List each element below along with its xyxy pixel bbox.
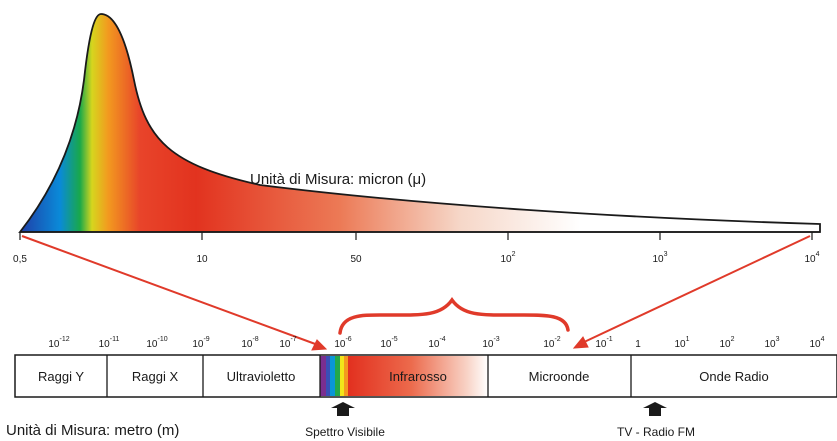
tv-radio-arrow-icon <box>643 402 667 416</box>
meter-tick-label: 10-5 <box>380 336 397 350</box>
meter-tick-label: 10-10 <box>146 336 167 350</box>
micron-tick-labels: 0,5 10 50 102 103 104 <box>13 251 820 265</box>
micron-tick-label: 103 <box>652 251 667 265</box>
visible-spectrum-marker: Spettro Visibile <box>305 402 385 439</box>
band-label: Infrarosso <box>389 369 447 384</box>
meter-tick-label: 10-7 <box>279 336 296 350</box>
micron-axis-ticks <box>19 232 813 240</box>
band-label: Raggi Y <box>38 369 84 384</box>
meter-tick-label: 10-2 <box>543 336 560 350</box>
meter-tick-label: 102 <box>719 336 734 350</box>
tv-radio-label: TV - Radio FM <box>617 425 695 439</box>
micron-tick-label: 10 <box>196 254 208 265</box>
meter-tick-label: 103 <box>764 336 779 350</box>
visible-spectrum-label: Spettro Visibile <box>305 425 385 439</box>
meter-tick-label: 10-1 <box>595 336 612 350</box>
meter-tick-label: 1 <box>635 339 641 350</box>
meter-tick-labels: 10-12 10-11 10-10 10-9 10-8 10-7 10-6 10-5 10-4 1… <box>48 336 824 350</box>
meter-tick-label: 10-4 <box>428 336 445 350</box>
meter-tick-label: 104 <box>809 336 824 350</box>
visible-spectrum-arrow-icon <box>331 402 355 416</box>
right-connector-arrow <box>581 235 811 344</box>
micron-tick-label: 50 <box>350 254 362 265</box>
band-label: Onde Radio <box>699 369 768 384</box>
band-label: Raggi X <box>132 369 179 384</box>
meter-unit-label: Unità di Misura: metro (m) <box>6 422 179 439</box>
tv-radio-marker: TV - Radio FM <box>617 402 695 439</box>
meter-tick-label: 10-12 <box>48 336 69 350</box>
micron-tick-label: 0,5 <box>13 254 27 265</box>
micron-unit-label: Unità di Misura: micron (μ) <box>250 171 426 188</box>
spectrum-band <box>14 354 837 398</box>
meter-tick-label: 10-3 <box>482 336 499 350</box>
micron-tick-label: 104 <box>804 251 819 265</box>
infrared-brace <box>338 296 570 335</box>
emission-curve <box>18 13 821 233</box>
band-labels: Raggi Y Raggi X Ultravioletto Infrarosso Mic… <box>38 369 769 384</box>
micron-tick-label: 102 <box>500 251 515 265</box>
left-connector-arrow <box>21 235 319 346</box>
band-label: Microonde <box>529 369 590 384</box>
meter-tick-label: 101 <box>674 336 689 350</box>
connector-arrows <box>21 235 811 351</box>
band-label: Ultravioletto <box>227 369 296 384</box>
meter-tick-label: 10-6 <box>334 336 351 350</box>
meter-tick-label: 10-8 <box>241 336 258 350</box>
meter-tick-label: 10-11 <box>99 336 120 350</box>
meter-tick-label: 10-9 <box>192 336 209 350</box>
